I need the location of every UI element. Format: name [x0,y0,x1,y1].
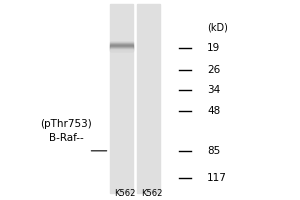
Text: (kD): (kD) [207,23,228,33]
Text: 26: 26 [207,65,220,75]
Text: 117: 117 [207,173,227,183]
Text: 48: 48 [207,106,220,116]
Text: B-Raf--: B-Raf-- [49,133,83,143]
Text: K562: K562 [114,189,135,198]
Bar [137,4,160,193]
Text: 34: 34 [207,85,220,95]
Text: 19: 19 [207,43,220,53]
Bar [110,4,133,193]
Text: 85: 85 [207,146,220,156]
Text: (pThr753): (pThr753) [40,119,92,129]
Text: K562: K562 [141,189,162,198]
